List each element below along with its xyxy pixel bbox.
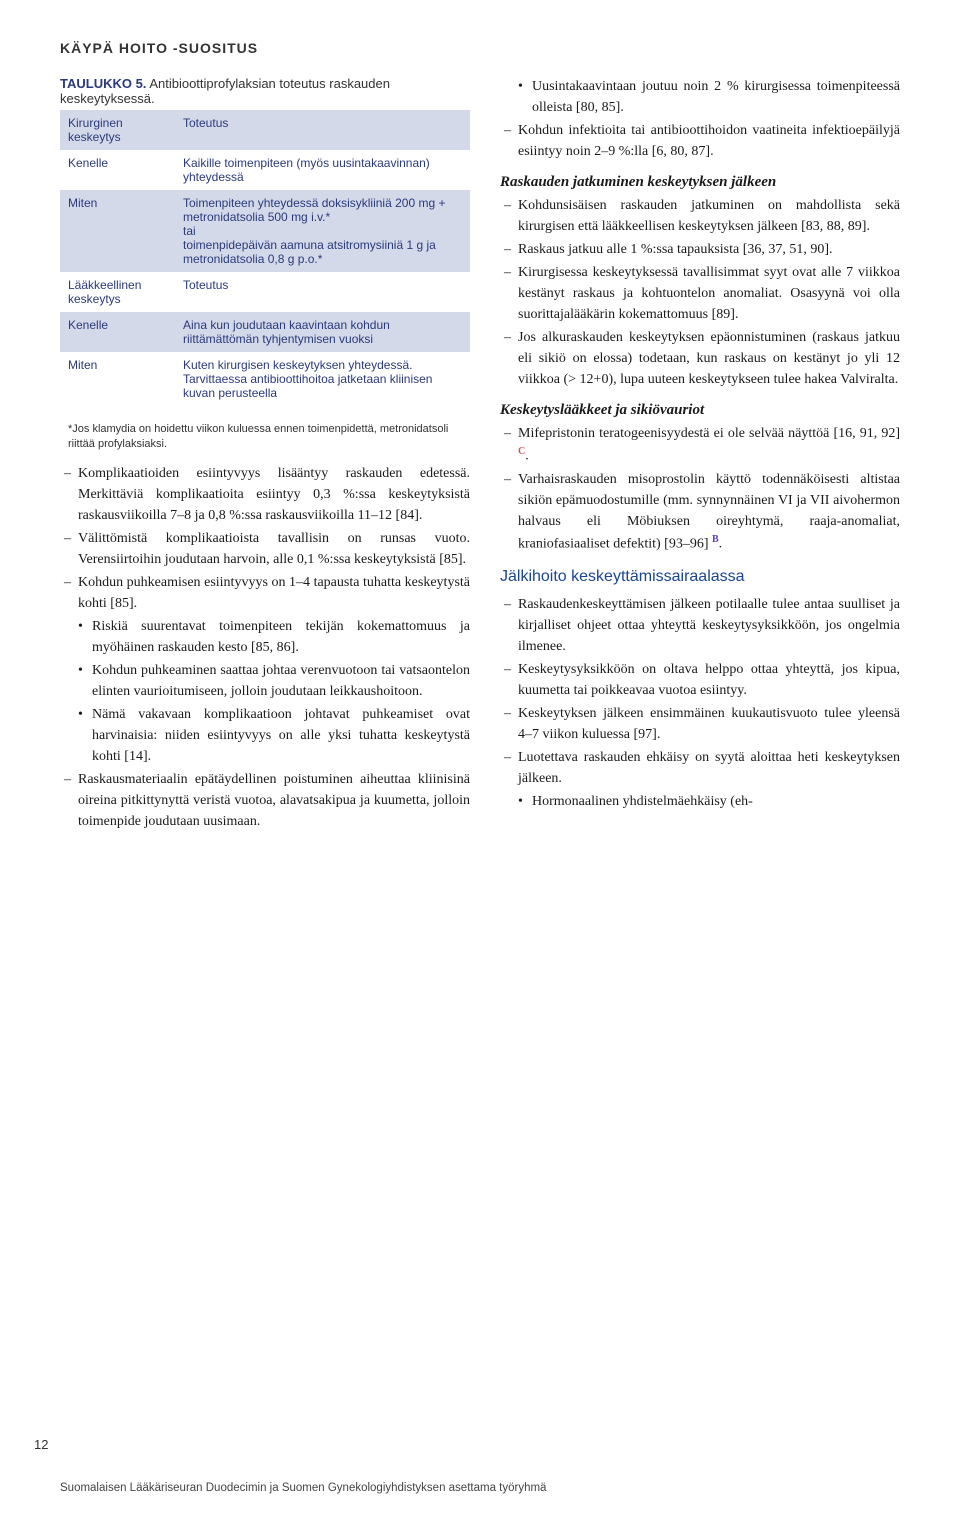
right-intro: Uusintakaavintaan joutuu noin 2 % kirurg… (500, 76, 900, 162)
item-text: Mifepristonin teratogeenisyydestä ei ole… (518, 426, 900, 441)
table-number: TAULUKKO 5. (60, 76, 146, 91)
table-5: Kirurginen keskeytysToteutus KenelleKaik… (60, 110, 470, 406)
cell: Kaikille toimenpiteen (myös uusintakaavi… (175, 150, 470, 190)
cell: Miten (60, 190, 175, 272)
section3-list: Raskaudenkeskeyttämisen jälkeen potilaal… (500, 594, 900, 812)
section-title: Keskeytyslääkkeet ja sikiövauriot (500, 402, 900, 419)
list-item: Uusintakaavintaan joutuu noin 2 % kirurg… (500, 76, 900, 118)
table-row: Kirurginen keskeytysToteutus (60, 110, 470, 150)
table-row: MitenToimenpiteen yhteydessä doksisyklii… (60, 190, 470, 272)
cell: Toteutus (175, 110, 470, 150)
cell: Kuten kirurgisen keskeytyksen yhteydessä… (175, 352, 470, 406)
list-item: Hormonaalinen yhdistelmäehkäisy (eh- (500, 791, 900, 812)
list-item: Varhaisraskauden misoprostolin käyttö to… (500, 469, 900, 555)
cell: Kenelle (60, 312, 175, 352)
list-item: Raskaus jatkuu alle 1 %:ssa tapauksista … (500, 239, 900, 260)
page-number: 12 (34, 1437, 48, 1452)
list-item: Komplikaatioiden esiintyvyys lisääntyy r… (60, 463, 470, 526)
left-column: TAULUKKO 5. Antibioottiprofylaksian tote… (60, 76, 470, 834)
list-item: Välittömistä komplikaatioista tavallisin… (60, 528, 470, 570)
list-item: Kohdun puhkeamisen esiintyvyys on 1–4 ta… (60, 572, 470, 614)
cell: Toteutus (175, 272, 470, 312)
table-row: Lääkkeellinen keskeytysToteutus (60, 272, 470, 312)
cell: Miten (60, 352, 175, 406)
right-column: Uusintakaavintaan joutuu noin 2 % kirurg… (500, 76, 900, 834)
section1-list: Kohdunsisäisen raskauden jatkuminen on m… (500, 195, 900, 390)
section2-list: Mifepristonin teratogeenisyydestä ei ole… (500, 423, 900, 554)
table-row: MitenKuten kirurgisen keskeytyksen yhtey… (60, 352, 470, 406)
document-header: KÄYPÄ HOITO -SUOSITUS (60, 40, 900, 56)
table-title: TAULUKKO 5. Antibioottiprofylaksian tote… (60, 76, 470, 106)
list-item: Kohdun infektioita tai antibioottihoidon… (500, 120, 900, 162)
list-item: Jos alkuraskauden keskeytyksen epäonnist… (500, 327, 900, 390)
table-row: KenelleKaikille toimenpiteen (myös uusin… (60, 150, 470, 190)
list-item: Raskaudenkeskeyttämisen jälkeen potilaal… (500, 594, 900, 657)
section-title: Raskauden jatkuminen keskeytyksen jälkee… (500, 174, 900, 191)
cell: Toimenpiteen yhteydessä doksisykliiniä 2… (175, 190, 470, 272)
list-item: Mifepristonin teratogeenisyydestä ei ole… (500, 423, 900, 467)
list-item: Kohdunsisäisen raskauden jatkuminen on m… (500, 195, 900, 237)
list-item: Keskeytyksen jälkeen ensimmäinen kuukaut… (500, 703, 900, 745)
list-item: Keskeytysyksikköön on oltava helppo otta… (500, 659, 900, 701)
cell: Kenelle (60, 150, 175, 190)
list-item: Raskausmateriaalin epätäydellinen poistu… (60, 769, 470, 832)
left-bullets: Komplikaatioiden esiintyvyys lisääntyy r… (60, 463, 470, 832)
list-item: Kohdun puhkeaminen saattaa johtaa verenv… (60, 660, 470, 702)
table-footnote: *Jos klamydia on hoidettu viikon kuluess… (60, 418, 470, 463)
two-column-layout: TAULUKKO 5. Antibioottiprofylaksian tote… (60, 76, 900, 834)
list-item: Kirurgisessa keskeytyksessä tavallisimma… (500, 262, 900, 325)
item-text: Varhaisraskauden misoprostolin käyttö to… (518, 472, 900, 552)
list-item: Nämä vakavaan komplikaatioon johtavat pu… (60, 704, 470, 767)
page: KÄYPÄ HOITO -SUOSITUS TAULUKKO 5. Antibi… (0, 0, 960, 1536)
section-heading: Jälkihoito keskeyttämissairaalassa (500, 568, 900, 586)
footer-text: Suomalaisen Lääkäriseuran Duodecimin ja … (60, 1482, 546, 1494)
evidence-grade-c: C (518, 446, 525, 457)
cell: Kirurginen keskeytys (60, 110, 175, 150)
list-item: Luotettava raskauden ehkäisy on syytä al… (500, 747, 900, 789)
evidence-grade-b: B (712, 534, 719, 545)
list-item: Riskiä suurentavat toimenpiteen tekijän … (60, 616, 470, 658)
cell: Lääkkeellinen keskeytys (60, 272, 175, 312)
table-row: KenelleAina kun joudutaan kaavintaan koh… (60, 312, 470, 352)
cell: Aina kun joudutaan kaavintaan kohdun rii… (175, 312, 470, 352)
